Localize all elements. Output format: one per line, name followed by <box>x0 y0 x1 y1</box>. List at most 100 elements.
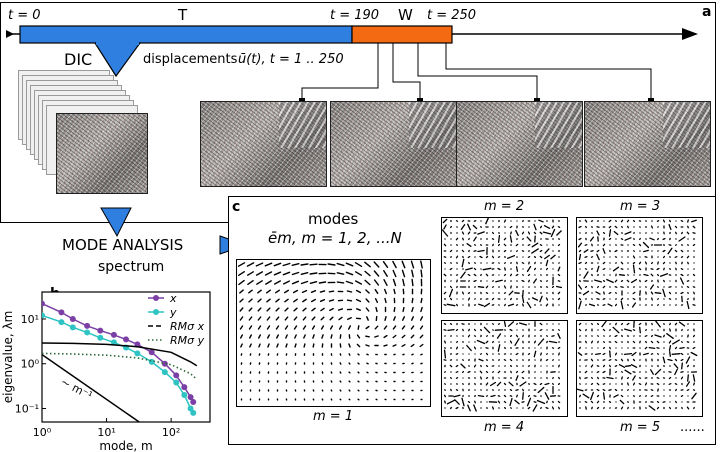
vector-glyph <box>485 273 489 277</box>
vector-glyph <box>257 307 262 312</box>
timeline-arrowhead <box>682 28 698 40</box>
vector-glyph <box>503 407 507 409</box>
vector-glyph <box>578 237 582 241</box>
vector-glyph <box>596 371 600 373</box>
vector-glyph <box>266 325 271 330</box>
vector-glyph <box>393 306 396 313</box>
vector-glyph <box>651 297 653 301</box>
mode-4-label: m = 4 <box>484 420 525 435</box>
vector-glyph <box>595 291 601 295</box>
vector-glyph <box>638 267 642 271</box>
vector-glyph <box>615 371 617 373</box>
vector-glyph <box>366 353 369 356</box>
vector-glyph <box>584 286 588 288</box>
vector-glyph <box>257 325 262 330</box>
vector-glyph <box>533 350 537 358</box>
vector-glyph <box>383 288 388 295</box>
vector-glyph <box>679 346 685 350</box>
vector-glyph <box>266 316 271 321</box>
vector-glyph <box>420 297 423 304</box>
vector-glyph <box>507 321 515 327</box>
vector-glyph <box>515 229 519 237</box>
vector-glyph <box>686 300 690 310</box>
vector-glyph <box>590 340 594 344</box>
vector-glyph <box>597 285 599 289</box>
vector-glyph <box>613 230 619 236</box>
vector-glyph <box>392 325 397 330</box>
vector-glyph <box>473 236 477 242</box>
vector-glyph <box>608 237 612 241</box>
x-tick-label: 10¹ <box>97 426 115 439</box>
vector-glyph <box>339 380 342 383</box>
vector-glyph <box>455 328 459 332</box>
vector-glyph <box>669 328 671 332</box>
vector-glyph <box>275 298 280 303</box>
vector-glyph <box>355 289 362 294</box>
vector-glyph <box>392 344 397 347</box>
vector-glyph <box>311 316 316 321</box>
vector-glyph <box>375 306 378 313</box>
vector-glyph <box>630 364 638 368</box>
vector-glyph <box>472 224 478 230</box>
legend-marker <box>153 309 159 315</box>
vector-glyph <box>558 364 560 368</box>
vector-glyph <box>276 343 279 348</box>
vector-glyph <box>479 255 483 259</box>
vector-glyph <box>545 297 549 301</box>
vector-glyph <box>533 278 537 284</box>
vector-glyph <box>456 340 458 344</box>
t250-label: t = 250 <box>427 8 477 23</box>
vector-glyph <box>284 325 289 330</box>
vector-glyph <box>503 394 507 398</box>
vector-glyph <box>620 238 624 240</box>
vector-glyph <box>516 394 518 398</box>
vector-glyph <box>655 320 661 328</box>
vector-glyph <box>519 322 527 326</box>
vector-glyph <box>419 334 424 339</box>
vector-glyph <box>557 383 561 385</box>
vector-glyph <box>620 280 624 282</box>
vector-glyph <box>645 340 647 344</box>
vector-glyph <box>246 271 254 276</box>
vector-glyph <box>632 358 636 362</box>
vector-glyph <box>453 394 461 398</box>
vector-glyph <box>624 365 632 367</box>
data-point <box>97 334 104 341</box>
vector-glyph <box>680 352 684 356</box>
vector-glyph <box>516 250 518 252</box>
vector-glyph <box>602 388 606 392</box>
vector-glyph <box>454 399 460 405</box>
vector-glyph <box>509 273 513 277</box>
vector-glyph <box>551 335 555 337</box>
vector-glyph <box>467 231 471 235</box>
vector-glyph <box>401 316 406 321</box>
vector-glyph <box>607 303 613 307</box>
vector-glyph <box>582 290 590 296</box>
vector-glyph <box>450 376 452 380</box>
vector-glyph <box>602 392 606 400</box>
vector-glyph <box>384 297 387 304</box>
vector-glyph <box>539 225 543 229</box>
vector-glyph <box>265 280 272 285</box>
vector-glyph <box>618 364 626 368</box>
vector-glyph <box>509 397 513 407</box>
panel-a-letter: a <box>702 4 712 20</box>
vector-glyph <box>675 388 677 392</box>
vector-glyph <box>672 339 680 345</box>
vector-glyph <box>582 393 590 399</box>
vector-glyph <box>392 334 397 339</box>
y-tick-label: 10¹ <box>21 313 39 326</box>
data-point <box>161 369 168 376</box>
vector-glyph <box>401 325 406 330</box>
vector-glyph <box>680 273 684 277</box>
vector-glyph <box>686 364 690 368</box>
vector-glyph <box>545 303 549 307</box>
vector-glyph <box>485 352 489 356</box>
vector-glyph <box>486 335 488 337</box>
vector-glyph <box>239 316 244 321</box>
vector-glyph <box>656 377 660 379</box>
vector-glyph <box>348 353 351 356</box>
vector-glyph <box>632 329 636 331</box>
vector-glyph <box>632 382 636 386</box>
vector-glyph <box>544 254 550 260</box>
